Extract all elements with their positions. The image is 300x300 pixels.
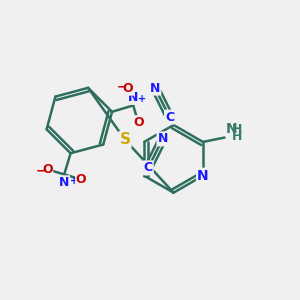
Text: C: C xyxy=(165,111,174,124)
Text: H: H xyxy=(232,130,242,143)
Text: N: N xyxy=(128,91,138,104)
Text: O: O xyxy=(76,173,86,186)
Text: N: N xyxy=(158,132,168,146)
Text: C: C xyxy=(144,161,153,174)
Text: O: O xyxy=(123,82,134,95)
Text: −: − xyxy=(116,81,127,94)
Text: H: H xyxy=(232,123,242,136)
Text: N: N xyxy=(197,169,209,183)
Text: O: O xyxy=(133,116,144,129)
Text: N: N xyxy=(226,122,238,136)
Text: N: N xyxy=(150,82,160,94)
Text: −: − xyxy=(36,164,46,177)
Text: O: O xyxy=(42,163,52,176)
Text: N: N xyxy=(59,176,69,189)
Text: S: S xyxy=(119,132,130,147)
Text: +: + xyxy=(70,176,78,186)
Text: +: + xyxy=(139,94,147,104)
